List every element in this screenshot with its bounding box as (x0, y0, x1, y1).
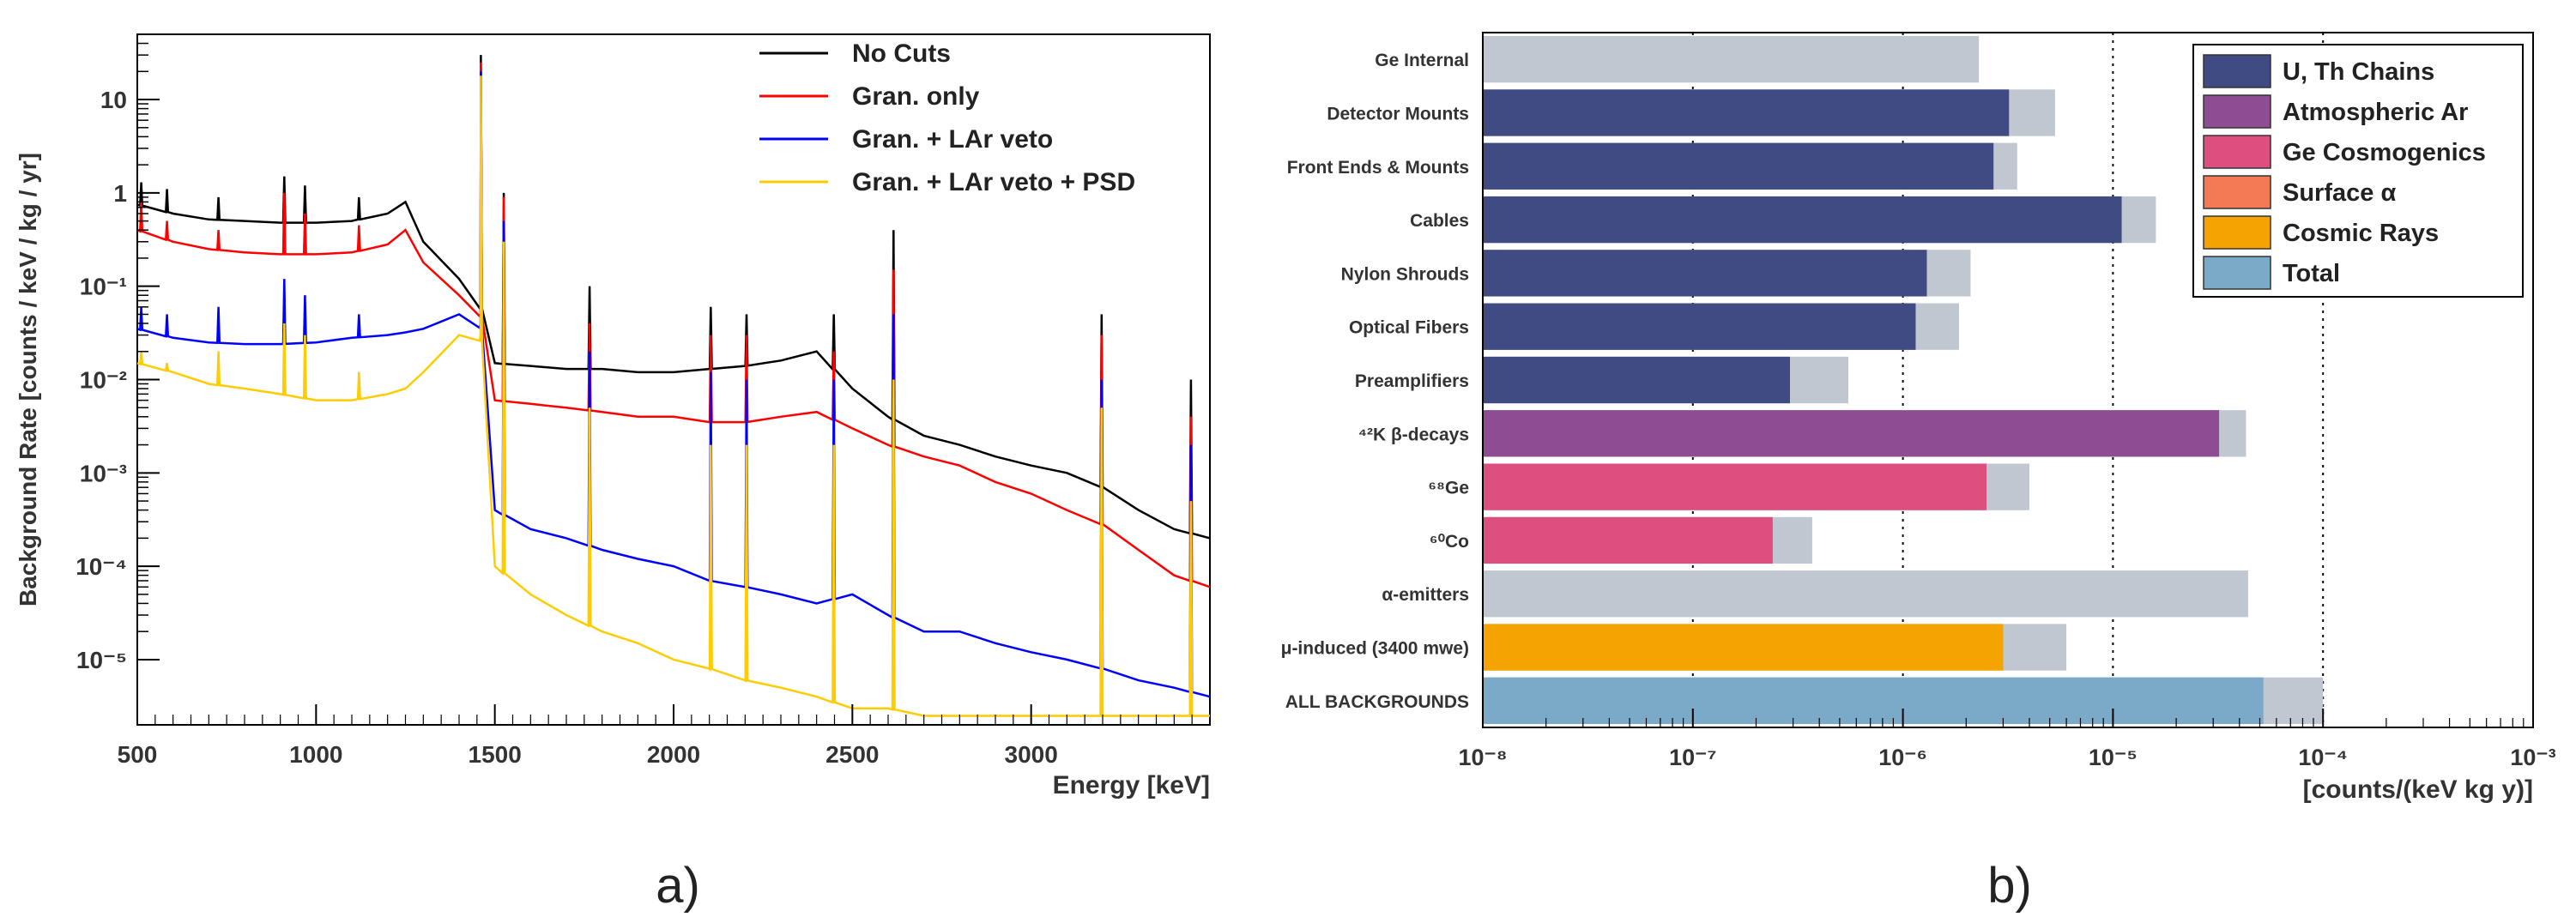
legend-label-b: Atmospheric Ar (2283, 99, 2468, 126)
bar-value (1484, 624, 2004, 671)
series-group-a (136, 55, 1211, 717)
y-tick-label-a: 10⁻¹ (80, 274, 127, 300)
y-tick-label-a: 10⁻⁴ (76, 553, 127, 580)
legend-label-b: Cosmic Rays (2283, 220, 2439, 247)
y-tick-label-a: 10⁻² (80, 367, 127, 394)
bar-value (1484, 196, 2122, 244)
x-tick-label-b: 10⁻⁵ (2089, 745, 2138, 770)
legend-label-a: No Cuts (852, 39, 951, 68)
legend-label-a: Gran. + LAr veto (852, 125, 1053, 154)
category-label: Front Ends & Mounts (1287, 158, 1469, 178)
category-label: Ge Internal (1375, 51, 1469, 70)
bar-value (1484, 250, 1927, 297)
bar-total (1484, 570, 2248, 618)
x-tick-label-a: 2500 (825, 741, 879, 768)
y-tick-label-a: 10 (100, 87, 127, 113)
bar-value (1484, 410, 2220, 457)
category-label: ALL BACKGROUNDS (1285, 692, 1469, 712)
x-tick-label-b: 10⁻³ (2510, 745, 2555, 770)
bar-total (1484, 36, 1980, 83)
panel-label-b: b) (1987, 858, 2032, 914)
bar-value (1484, 89, 2010, 136)
panel-label-a: a) (656, 858, 700, 914)
category-label: ⁶⁸Ge (1428, 479, 1469, 498)
legend-swatch-b (2203, 175, 2271, 209)
x-tick-label-a: 1500 (469, 741, 522, 768)
series-line-4 (136, 75, 1210, 717)
y-tick-label-a: 1 (113, 180, 127, 207)
x-tick-label-b: 10⁻⁸ (1458, 745, 1507, 770)
legend-swatch-b (2203, 256, 2271, 290)
legend-label-b: U, Th Chains (2283, 58, 2434, 86)
y-tick-label-a: 10⁻³ (80, 460, 127, 486)
x-tick-label-b: 10⁻⁶ (1878, 745, 1927, 770)
x-axis-label-b: [counts/(keV kg y)] (2303, 775, 2533, 804)
x-tick-label-a: 2000 (647, 741, 700, 768)
legend-swatch-b (2203, 54, 2271, 88)
category-label: ⁴²K β-decays (1358, 425, 1469, 444)
x-tick-label-a: 500 (118, 741, 158, 768)
bar-value (1484, 516, 1773, 564)
bar-value (1484, 303, 1916, 350)
category-label: Detector Mounts (1327, 104, 1469, 124)
legend-label-b: Surface α (2283, 179, 2396, 207)
legend-swatch-b (2203, 135, 2271, 169)
category-label: Optical Fibers (1349, 318, 1469, 338)
category-label: α-emitters (1382, 585, 1469, 605)
legend-label-a: Gran. + LAr veto + PSD (852, 168, 1135, 196)
category-label: Preamplifiers (1355, 371, 1469, 391)
series-line-3 (136, 71, 1211, 698)
bar-value (1484, 463, 1987, 510)
category-label: ⁶⁰Co (1430, 532, 1469, 552)
legend-swatch-b (2203, 215, 2271, 250)
legend-label-b: Total (2283, 260, 2340, 287)
bar-value (1484, 356, 1790, 404)
x-axis-label-a: Energy [keV] (1053, 771, 1210, 799)
series-line-1 (136, 55, 1211, 540)
legend-swatch-b (2203, 94, 2271, 129)
legend-a: No Cuts Gran. only Gran. + LAr veto Gran. +… (759, 39, 1135, 196)
category-label: Cables (1410, 211, 1469, 231)
bar-value (1484, 142, 1994, 190)
series-line-2 (136, 62, 1211, 588)
legend-label-b: Ge Cosmogenics (2283, 139, 2486, 166)
legend-label-a: Gran. only (852, 82, 980, 111)
plot-frame-a (136, 33, 1211, 726)
y-axis-label-a: Background Rate [counts / keV / kg / yr] (15, 153, 41, 606)
bar-value (1484, 677, 2264, 724)
category-label: μ-induced (3400 mwe) (1281, 639, 1469, 659)
chart-a: 10⁻⁵ 10⁻⁴ 10⁻³ 10⁻² 10⁻¹ 1 10 500 1000 1500 2000 25… (15, 33, 1211, 799)
x-tick-label-a: 3000 (1005, 741, 1058, 768)
y-tick-label-a: 10⁻⁵ (76, 647, 127, 673)
category-label: Nylon Shrouds (1341, 264, 1469, 284)
chart-b: Ge Internal Detector Mounts Front Ends & M… (1281, 32, 2556, 804)
x-tick-label-a: 1000 (289, 741, 342, 768)
legend-b: U, Th Chains Atmospheric Ar Ge Cosmogenics… (2192, 44, 2524, 298)
x-tick-label-b: 10⁻⁴ (2298, 745, 2348, 770)
x-tick-label-b: 10⁻⁷ (1669, 745, 1716, 770)
